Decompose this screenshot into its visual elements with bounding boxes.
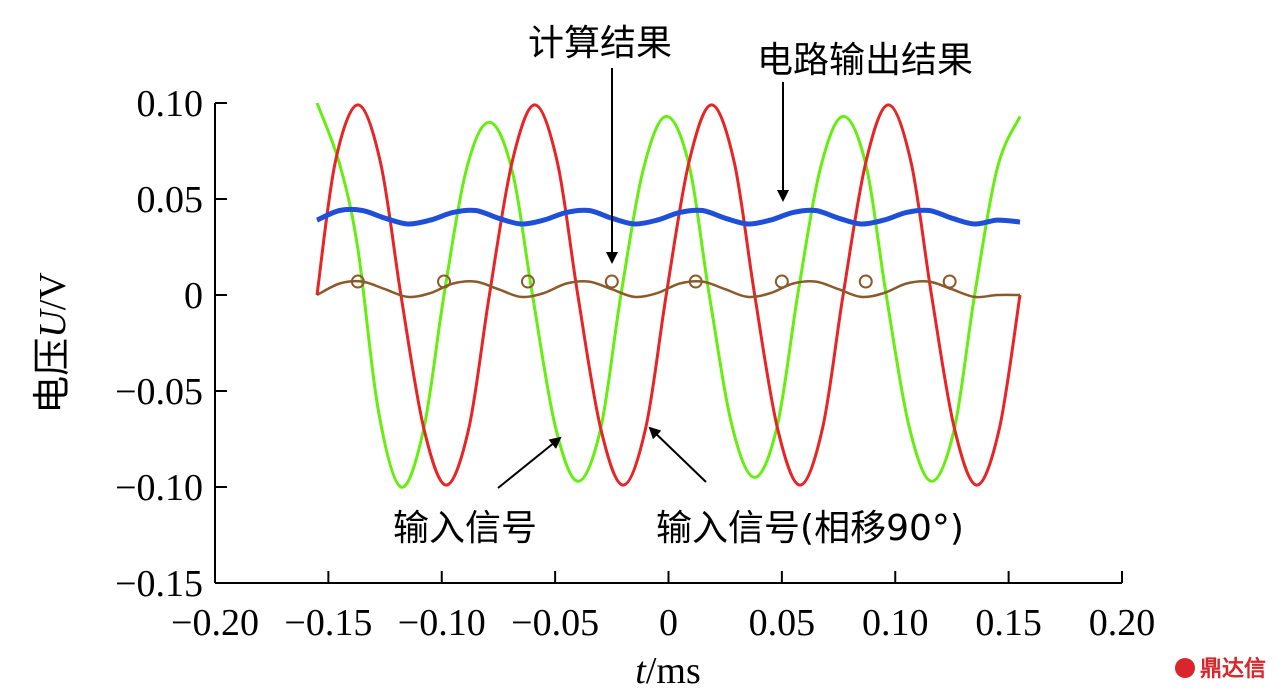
data-point-marker [350,274,365,289]
watermark-logo: 鼎达信 [1175,656,1266,682]
series-layer [315,102,1022,489]
x-tick-label: 0.10 [862,602,929,644]
x-axis-label: t/ms [635,650,700,692]
series-line-circuit-output [315,206,1021,227]
y-axis-label: 电压U/V [32,272,74,414]
data-point-marker [942,274,957,289]
arrow-input-shifted [648,426,707,483]
y-axis-label-prefix: 电压 [32,338,74,414]
data-point-marker [520,274,535,289]
x-tick-label: −0.10 [398,602,486,644]
x-axis-label-symbol: t [635,650,647,692]
data-point-marker [774,274,789,289]
y-tick-label: 0 [184,275,203,317]
y-tick-label: −0.15 [115,563,203,605]
marker-layer [350,274,957,289]
data-point-marker [688,274,703,289]
x-tick-label: 0.20 [1089,602,1156,644]
x-tick-label: 0 [659,602,678,644]
y-tick-label: −0.05 [115,371,203,413]
watermark-logo-icon [1175,658,1195,678]
annotation-input: 输入信号 [393,508,537,549]
x-tick-label: 0.05 [749,602,816,644]
y-tick-label: −0.10 [115,467,203,509]
data-point-marker [437,274,452,289]
watermark-text: 鼎达信 [1200,656,1266,682]
data-point-marker [604,274,619,289]
y-axis-label-symbol: U [32,308,74,338]
data-point-marker [858,274,873,289]
x-tick-label: −0.20 [171,602,259,644]
series-line-input-shifted [315,103,1022,487]
y-tick-label: 0.05 [137,179,204,221]
series-line-computed [316,279,1021,299]
x-tick-label: 0.15 [975,602,1042,644]
y-ticks: 0.10 0.05 0 −0.05 −0.10 −0.15 [115,83,227,605]
x-axis-label-unit: /ms [646,650,701,692]
x-tick-label: −0.05 [511,602,599,644]
x-ticks: −0.20 −0.15 −0.10 −0.05 0 0.05 0.10 0.15 0.20 [171,571,1155,644]
annotation-computed: 计算结果 [528,23,672,64]
y-axis-label-unit: /V [32,272,74,311]
arrow-input [497,436,562,489]
x-tick-label: −0.15 [284,602,372,644]
annotation-circuit-output: 电路输出结果 [757,40,973,81]
y-tick-label: 0.10 [137,83,204,125]
annotation-input-shifted: 输入信号(相移90°) [656,508,964,549]
series-line-input [315,102,1022,489]
